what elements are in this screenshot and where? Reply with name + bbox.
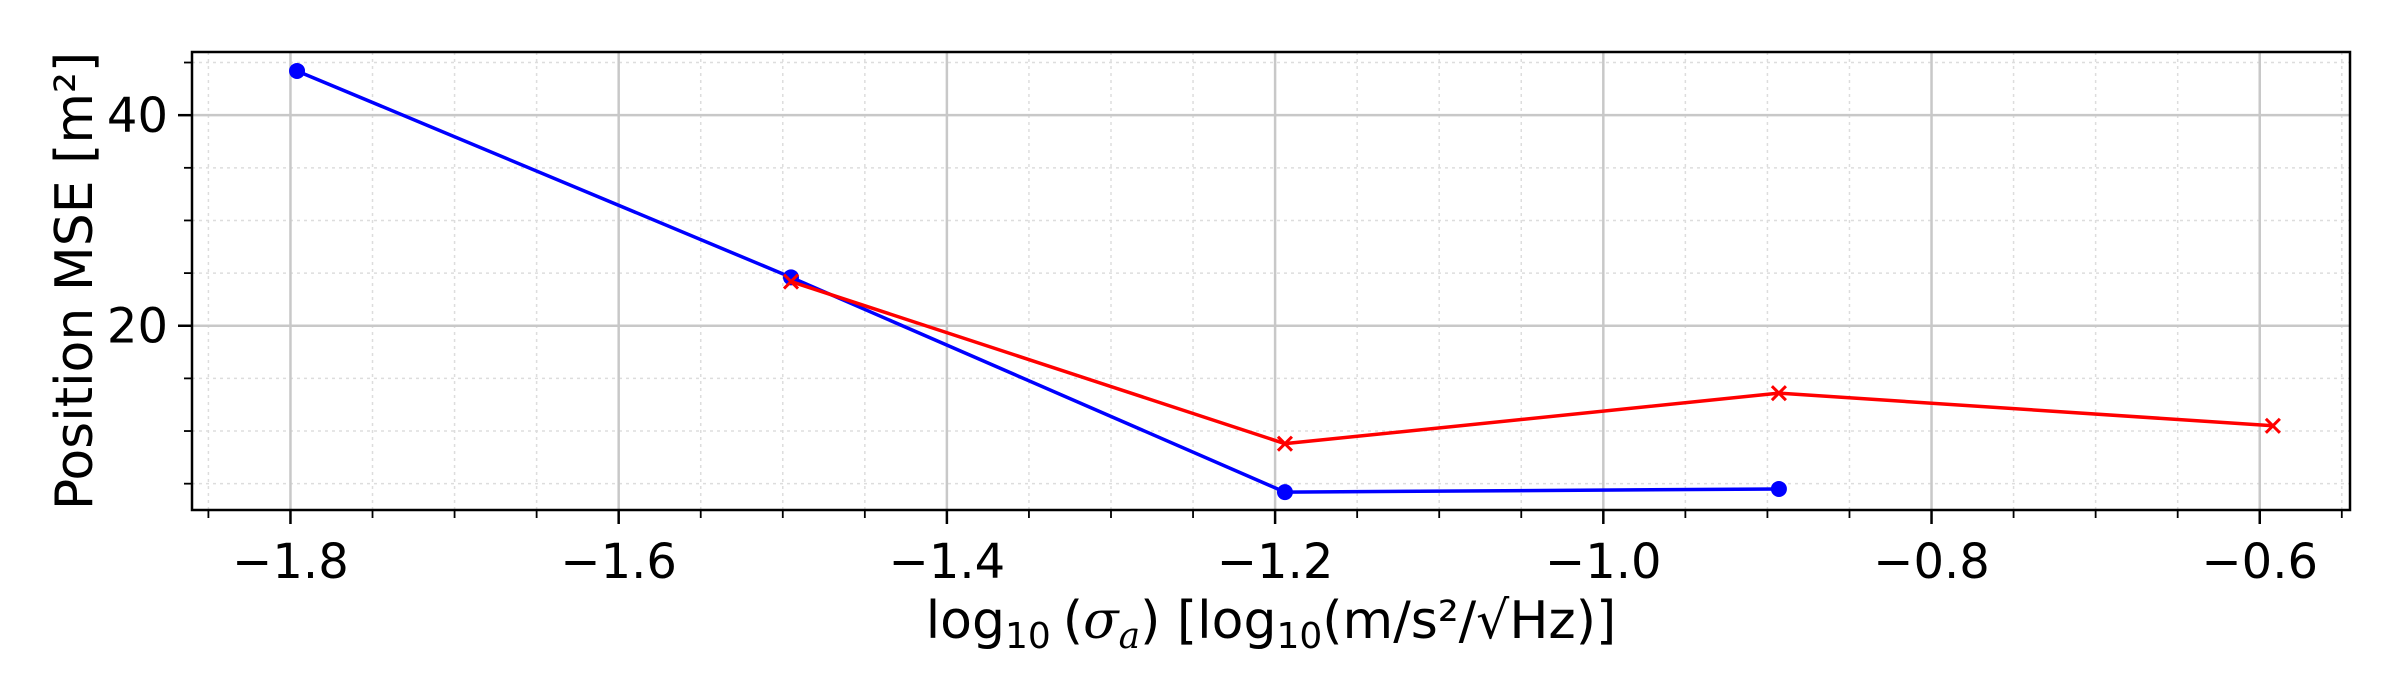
series-2-point: [1276, 435, 1294, 452]
x-axis-label-sigma-close: ): [1140, 591, 1160, 651]
x-tick-label: −0.6: [2201, 534, 2318, 590]
series-2-line: [790, 279, 2273, 446]
x-tick-label: −1.4: [889, 534, 1006, 590]
x-tick-label: −1.0: [1545, 534, 1662, 590]
x-axis-label-unit-sub: 10: [1276, 616, 1322, 657]
series-layer: [289, 62, 2281, 501]
x-tick-labels: −1.8 −1.6 −1.4 −1.2 −1.0 −0.8 −0.6: [232, 534, 2318, 590]
x-axis-label-prefix: log: [926, 591, 1005, 651]
series-1-point: [1276, 484, 1293, 501]
y-tick-label: 20: [107, 299, 168, 355]
series-2-point: [782, 273, 800, 290]
series-1-point: [289, 62, 306, 79]
ticks: [178, 61, 2343, 524]
grid: [192, 52, 2350, 510]
x-axis-label: log10 (σa) [log10(m/s²/√Hz)]: [926, 591, 1617, 657]
x-tick-label: −1.2: [1217, 534, 1334, 590]
x-tick-label: −1.6: [560, 534, 677, 590]
x-axis-label-unit-rest: (m/s²/√Hz)]: [1322, 591, 1616, 651]
x-axis-label-sigma-symbol: σ: [1083, 591, 1120, 651]
y-axis-label: Position MSE [m²]: [45, 52, 105, 510]
x-marker-stroke: [1770, 385, 1787, 402]
series-2-point: [2264, 417, 2281, 434]
y-tick-label: 40: [107, 88, 168, 144]
series-1-line: [296, 69, 1779, 494]
x-tick-label: −1.8: [232, 534, 349, 590]
x-tick-label: −0.8: [1873, 534, 1990, 590]
x-marker-stroke: [782, 273, 800, 290]
x-axis-label-sigma: (: [1063, 591, 1083, 651]
x-axis-label-sigma-sub: a: [1119, 616, 1140, 657]
x-marker-stroke: [1276, 435, 1294, 452]
x-axis-label-unit-open: [log: [1160, 591, 1276, 651]
x-axis-label-prefix-sub: 10: [1005, 616, 1051, 657]
x-marker-stroke: [2264, 417, 2281, 434]
series-2-point: [1770, 385, 1787, 402]
plot-frame: [190, 50, 2352, 512]
series-1-point: [1770, 480, 1787, 497]
